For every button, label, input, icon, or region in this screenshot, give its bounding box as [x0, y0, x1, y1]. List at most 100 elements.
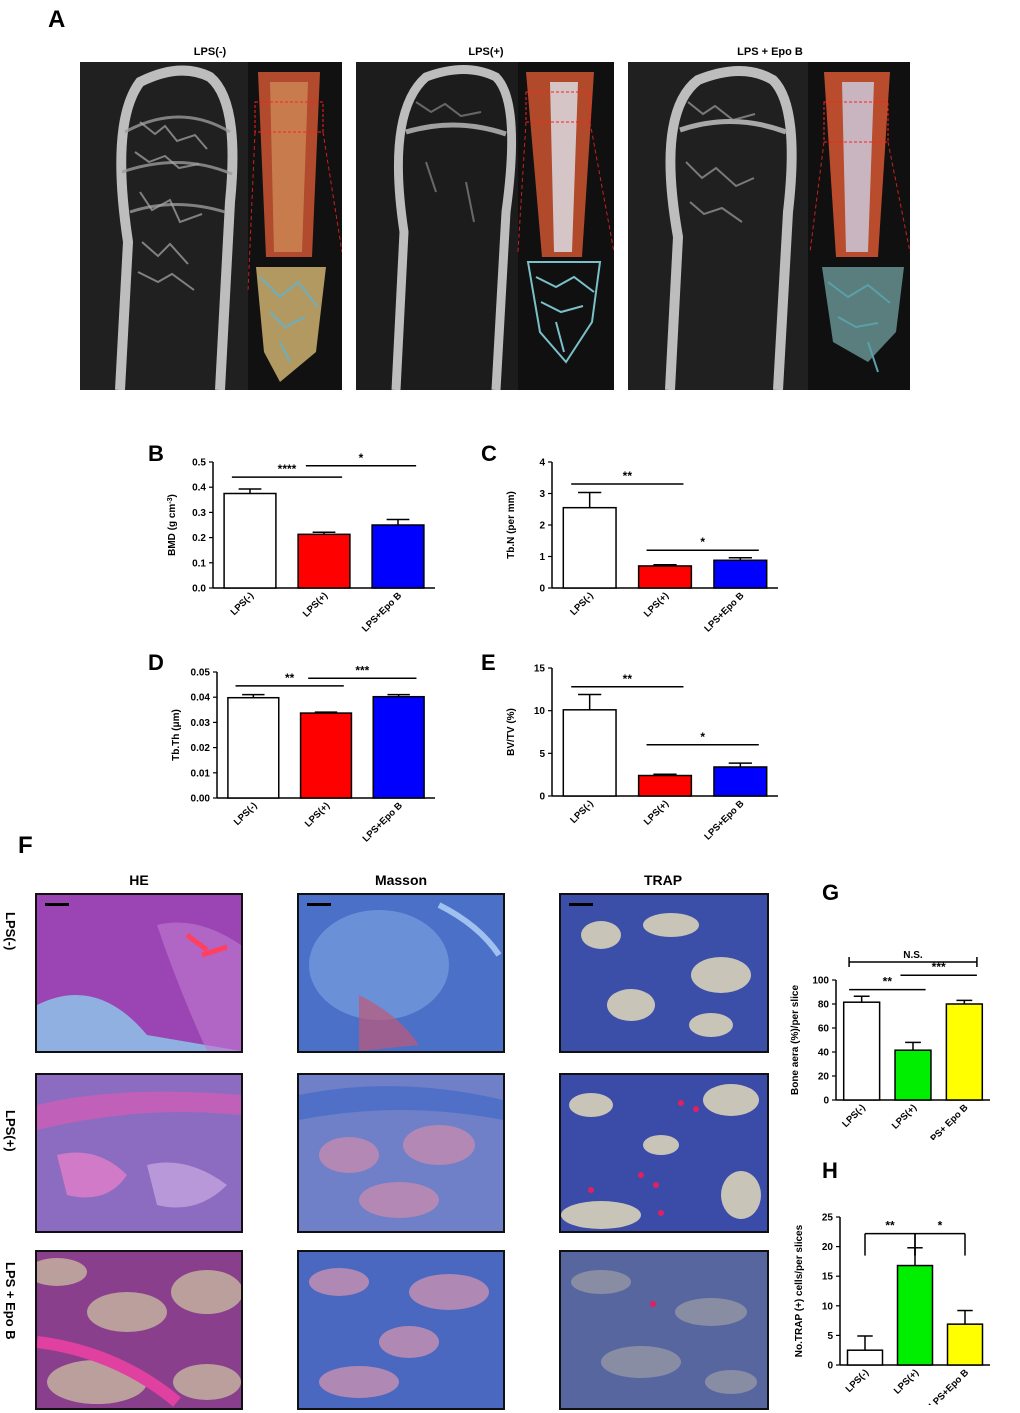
bar: [223, 492, 277, 589]
significance-label: *: [700, 730, 705, 744]
histology-col-trap: TRAP: [643, 872, 683, 888]
x-tick-label: LPS+Epo B: [361, 800, 405, 844]
y-tick-label: 0.1: [192, 558, 206, 569]
chart-b: 0.0 0.1 0.2 0.3 0.4 0.5 BMD (g cm-3) LPS(-) LPS(…: [167, 451, 435, 635]
bar: [637, 565, 693, 589]
histology-he-lps-neg: [35, 893, 243, 1053]
y-tick-label: 20: [818, 1072, 830, 1083]
panel-letter-h: H: [822, 1158, 838, 1183]
bar: [562, 506, 617, 589]
bar: [842, 1001, 881, 1101]
y-tick-label: 20: [822, 1242, 834, 1253]
histology-row-lps-pos: LPS(+): [3, 1110, 18, 1152]
significance-label: **: [885, 1219, 895, 1233]
histology-trap-lps-neg: [559, 893, 769, 1053]
significance-label: *: [700, 535, 705, 549]
bar: [299, 712, 353, 799]
panel-letter-b: B: [148, 441, 164, 466]
micro-ct-image-lps-neg: [80, 62, 342, 390]
y-tick-label: 15: [822, 1272, 834, 1283]
x-tick-label: LPS(+): [301, 590, 330, 619]
y-axis-label: No.TRAP (+) cells/per slices: [794, 1224, 805, 1357]
ct-title-lps-epob: LPS + Epo B: [737, 46, 803, 58]
y-tick-label: 25: [822, 1213, 834, 1224]
y-tick-label: 0: [823, 1096, 829, 1107]
y-tick-label: 2: [539, 521, 545, 532]
chart-c: 0 1 2 3 4 Tb.N (per mm) LPS(-) LPS(+) LPS+Epo B *…: [506, 458, 778, 635]
y-axis-label: Tb.Th (μm): [171, 709, 182, 761]
panel-letter-a: A: [48, 6, 66, 33]
significance-label: ***: [932, 960, 946, 974]
micro-ct-image-lps-epob: [628, 62, 910, 390]
y-tick-label: 0.01: [191, 768, 211, 779]
panel-letter-f: F: [18, 832, 33, 859]
bar: [297, 533, 351, 589]
bar: [227, 696, 280, 799]
x-tick-label: LPS(-): [568, 590, 596, 618]
x-tick-label: LPS+Epo B: [702, 590, 746, 634]
histology-he-lps-epob: [35, 1250, 243, 1410]
x-tick-label: LPS(+): [642, 798, 671, 827]
bar: [946, 1323, 984, 1366]
panel-letter-d: D: [148, 650, 164, 675]
bar: [371, 524, 425, 589]
chart-g: 0 20 40 60 80 100 Bone aera (%)/per slice LPS(-…: [790, 950, 990, 1140]
y-axis-label: Bone aera (%)/per slice: [790, 985, 801, 1095]
significance-label: **: [623, 672, 633, 686]
x-tick-label: LPS(+): [892, 1367, 921, 1396]
histology-row-lps-neg: LPS(-): [3, 912, 18, 951]
bar: [562, 709, 617, 797]
chart-h: 0 5 10 15 20 25 No.TRAP (+) cells/per slices LP…: [794, 1213, 990, 1405]
histology-trap-lps-pos: [559, 1073, 769, 1233]
micro-ct-image-lps-pos: [356, 62, 614, 390]
panel-letter-g: G: [822, 880, 840, 905]
ct-title-lps-pos: LPS(+): [468, 46, 504, 58]
histology-col-masson: Masson: [374, 872, 428, 888]
y-tick-label: 10: [822, 1301, 834, 1312]
y-tick-label: 100: [812, 976, 829, 987]
chart-d: 0.00 0.01 0.02 0.03 0.04 0.05 Tb.Th (μm) LPS(-)…: [171, 663, 435, 845]
x-tick-label: LPS(-): [568, 798, 596, 826]
x-tick-label: LPS+Epo B: [702, 798, 746, 842]
y-tick-label: 0.4: [192, 483, 206, 494]
histology-trap-lps-epob: [559, 1250, 769, 1410]
significance-label: ****: [278, 462, 297, 476]
bar: [846, 1349, 884, 1366]
bar: [637, 774, 693, 797]
panel-letter-e: E: [481, 650, 496, 675]
panel-letter-c: C: [481, 441, 497, 466]
x-tick-label: LPS(+): [890, 1102, 919, 1131]
y-tick-label: 4: [539, 458, 545, 469]
y-tick-label: 3: [539, 489, 545, 500]
y-axis-label: BMD (g cm-3): [167, 494, 179, 556]
x-tick-label: LPS(-): [840, 1102, 868, 1130]
y-tick-label: 1: [539, 552, 545, 563]
y-tick-label: 80: [818, 1000, 830, 1011]
y-tick-label: 5: [827, 1331, 833, 1342]
x-tick-label: LPS(-): [844, 1367, 872, 1395]
x-tick-label: LPS+ Epo B: [924, 1102, 970, 1140]
y-tick-label: 0.00: [191, 794, 211, 805]
y-tick-label: 60: [818, 1024, 830, 1035]
significance-label: *: [359, 451, 364, 465]
significance-label: **: [883, 975, 893, 989]
bar: [896, 1264, 934, 1366]
y-tick-label: 5: [539, 749, 545, 760]
significance-label: N.S.: [903, 950, 923, 961]
significance-label: ***: [355, 663, 369, 677]
ct-title-lps-neg: LPS(-): [193, 46, 227, 58]
histology-row-lps-epob: LPS + Epo B: [3, 1262, 18, 1340]
y-tick-label: 0.05: [191, 668, 211, 679]
y-tick-label: 0.04: [191, 693, 211, 704]
significance-label: **: [285, 671, 295, 685]
bar: [713, 766, 768, 797]
y-tick-label: 15: [534, 664, 546, 675]
bar: [372, 695, 425, 799]
x-tick-label: LPS(+): [642, 590, 671, 619]
significance-label: *: [938, 1219, 943, 1233]
x-tick-label: LPS+Epo B: [360, 590, 404, 634]
bar: [945, 1003, 984, 1101]
histology-masson-lps-epob: [297, 1250, 505, 1410]
y-tick-label: 0: [827, 1361, 833, 1372]
